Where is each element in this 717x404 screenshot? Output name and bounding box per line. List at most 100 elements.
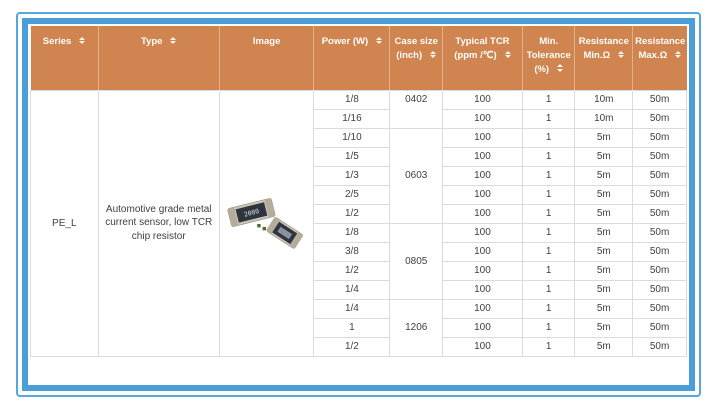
power-cell: 1/16 [313,108,391,129]
sort-icon[interactable] [376,36,383,45]
sort-icon[interactable] [170,36,177,45]
tolerance-cell: 1 [521,317,576,338]
tolerance-cell: 1 [521,203,576,224]
chip-resistor-photo: 2000 [227,198,303,249]
tcr-cell: 100 [441,222,523,243]
resistance-min-cell: 10m [574,108,634,129]
resistance-max-cell: 50m [632,241,687,262]
tcr-cell: 100 [441,89,523,110]
column-label: Case size (inch) [394,36,438,61]
resistance-max-cell: 50m [632,222,687,243]
power-cell: 1/2 [313,336,391,357]
tcr-cell: 100 [441,127,523,148]
resistance-max-cell: 50m [632,165,687,186]
tcr-cell: 100 [441,108,523,129]
tcr-cell: 100 [441,146,523,167]
resistance-min-cell: 5m [574,203,634,224]
power-cell: 1/4 [313,279,391,300]
tolerance-cell: 1 [521,108,576,129]
power-cell: 1/8 [313,222,391,243]
column-label: Min. Tolerance (%) [526,36,571,75]
table-row: 1 100 1 5m 50m [31,317,687,338]
power-cell: 1/8 [313,89,391,110]
power-cell: 1/2 [313,260,391,281]
column-label: Resistance Max.Ω [635,36,686,61]
resistance-min-cell: 5m [574,241,634,262]
resistance-min-cell: 5m [574,298,634,319]
resistance-max-cell: 50m [632,89,687,110]
sort-icon[interactable] [675,50,682,58]
power-cell: 1/3 [313,165,391,186]
table-row: 1/2 100 1 5m 50m [31,203,687,224]
tolerance-cell: 1 [521,279,576,300]
column-header-type[interactable]: Type [98,26,220,90]
svg-text:2000: 2000 [243,208,260,219]
column-header-case-size[interactable]: Case size (inch) [389,26,443,90]
column-header-typical-tcr[interactable]: Typical TCR (ppm /℃) [442,26,523,90]
resistance-min-cell: 5m [574,184,634,205]
tcr-cell: 100 [441,241,523,262]
tolerance-cell: 1 [521,184,576,205]
column-label: Type [141,36,163,47]
sort-icon[interactable] [557,64,564,72]
resistance-max-cell: 50m [632,146,687,167]
resistance-min-cell: 5m [574,146,634,167]
column-header-resistance-max[interactable]: Resistance Max.Ω [632,26,687,90]
resistance-min-cell: 5m [574,127,634,148]
resistance-min-cell: 5m [574,336,634,357]
resistance-min-cell: 5m [574,260,634,281]
tolerance-cell: 1 [521,298,576,319]
column-label: Resistance Min.Ω [578,36,629,61]
resistance-min-cell: 5m [574,279,634,300]
power-cell: 1/2 [313,203,391,224]
table-row: 1/3 100 1 5m 50m [31,165,687,186]
table-header: Series Type Image Power (W) Case size (i… [30,26,687,90]
power-cell: 2/5 [313,184,391,205]
resistance-min-cell: 5m [574,317,634,338]
case-size-cell: 1206 [389,298,443,357]
resistance-max-cell: 50m [632,203,687,224]
resistance-max-cell: 50m [632,298,687,319]
inner-blue-frame: Series Type Image Power (W) Case size (i… [22,18,695,391]
sort-icon[interactable] [430,50,437,58]
tcr-cell: 100 [441,184,523,205]
column-header-series[interactable]: Series [30,26,99,90]
column-label: Image [252,36,281,47]
tolerance-cell: 1 [521,260,576,281]
resistance-min-cell: 5m [574,165,634,186]
table-row: 1/5 100 1 5m 50m [31,146,687,167]
column-label: Series [42,36,72,47]
column-header-min-tolerance[interactable]: Min. Tolerance (%) [522,26,576,90]
case-size-cell: 0402 [389,89,443,129]
column-label: Power (W) [321,36,369,47]
table-body: PE_L Automotive grade metal current sens… [30,89,687,357]
tcr-cell: 100 [441,260,523,281]
resistance-min-cell: 5m [574,222,634,243]
power-cell: 1 [313,317,391,338]
tcr-cell: 100 [441,279,523,300]
table-row: 1/10 0603 100 1 5m 50m [31,127,687,224]
tolerance-cell: 1 [521,165,576,186]
resistor-spec-table: Series Type Image Power (W) Case size (i… [30,26,687,357]
tcr-cell: 100 [441,317,523,338]
outer-blue-frame: Series Type Image Power (W) Case size (i… [16,12,701,397]
column-header-power[interactable]: Power (W) [313,26,391,90]
tolerance-cell: 1 [521,89,576,110]
image-cell: 2000 [218,89,315,357]
sort-icon[interactable] [79,36,86,45]
resistance-max-cell: 50m [632,127,687,148]
table-row: 1/16 100 1 10m 50m [31,108,687,129]
tcr-cell: 100 [441,165,523,186]
tolerance-cell: 1 [521,222,576,243]
resistance-max-cell: 50m [632,108,687,129]
power-cell: 3/8 [313,241,391,262]
table-row: PE_L Automotive grade metal current sens… [30,89,687,357]
resistance-max-cell: 50m [632,184,687,205]
power-cell: 1/10 [313,127,391,148]
column-header-resistance-min[interactable]: Resistance Min.Ω [574,26,634,90]
table-row: 2/5 100 1 5m 50m [31,184,687,205]
tolerance-cell: 1 [521,336,576,357]
sort-icon[interactable] [504,50,511,58]
sort-icon[interactable] [618,50,625,58]
column-header-image: Image [219,26,315,90]
